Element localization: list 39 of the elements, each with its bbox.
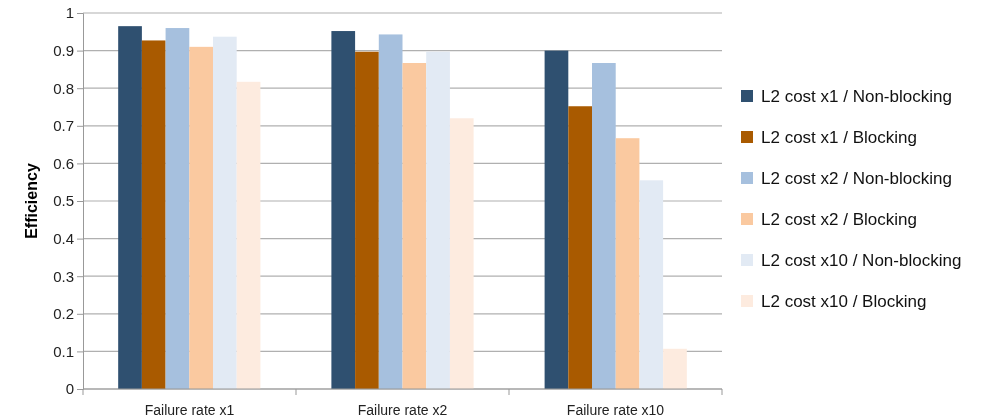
bar xyxy=(331,31,356,389)
bar xyxy=(449,118,474,389)
legend-label: L2 cost x2 / Non-blocking xyxy=(761,169,952,188)
legend-label: L2 cost x1 / Blocking xyxy=(761,128,917,147)
legend-label: L2 cost x2 / Blocking xyxy=(761,210,917,229)
y-tick-label: 0.4 xyxy=(53,229,74,247)
bar xyxy=(165,28,190,389)
bar xyxy=(212,36,237,389)
y-tick-label: 0 xyxy=(65,380,74,398)
y-tick-label: 0.7 xyxy=(53,117,74,135)
x-tick-label: Failure rate x1 xyxy=(144,402,235,418)
y-tick-label: 1 xyxy=(65,4,74,22)
bar xyxy=(355,51,379,389)
bar xyxy=(663,348,687,389)
bar xyxy=(426,51,450,389)
bar xyxy=(615,138,640,389)
bar xyxy=(402,63,427,389)
bar xyxy=(378,34,403,389)
bar xyxy=(544,50,569,389)
bar xyxy=(118,26,142,389)
y-tick-label: 0.5 xyxy=(53,192,74,210)
bar xyxy=(639,180,664,389)
y-tick-label: 0.2 xyxy=(53,305,74,323)
y-axis-title: Efficiency xyxy=(23,163,40,239)
bar xyxy=(189,46,213,389)
y-tick-label: 0.8 xyxy=(53,79,74,97)
legend-label: L2 cost x10 / Blocking xyxy=(761,292,927,311)
bar xyxy=(592,63,616,389)
y-tick-label: 0.1 xyxy=(53,342,74,360)
y-tick-label: 0.9 xyxy=(53,41,74,59)
x-tick-label: Failure rate x2 xyxy=(357,402,448,418)
legend-label: L2 cost x1 / Non-blocking xyxy=(761,87,952,106)
bar xyxy=(568,106,593,389)
x-tick-label: Failure rate x10 xyxy=(566,402,665,418)
y-tick-label: 0.6 xyxy=(53,154,74,172)
bar xyxy=(236,81,261,389)
bar xyxy=(141,40,166,389)
legend-label: L2 cost x10 / Non-blocking xyxy=(761,251,962,270)
y-tick-label: 0.3 xyxy=(53,267,74,285)
